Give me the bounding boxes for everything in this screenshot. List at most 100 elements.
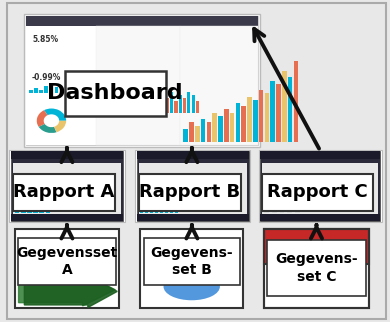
Bar [236, 103, 240, 142]
Bar [262, 163, 378, 214]
Bar [261, 151, 380, 159]
Bar [27, 203, 32, 213]
Text: Rapport A: Rapport A [13, 184, 115, 201]
Bar [195, 126, 200, 142]
Bar [218, 116, 223, 142]
Bar [145, 101, 148, 113]
Bar [265, 93, 269, 142]
Bar [106, 104, 110, 113]
Wedge shape [54, 121, 66, 132]
Bar [241, 106, 246, 142]
Bar [136, 151, 249, 159]
Bar [282, 71, 287, 142]
Bar [165, 204, 168, 213]
Bar [270, 80, 275, 142]
Bar [288, 77, 292, 142]
Bar [264, 229, 369, 308]
Bar [119, 92, 122, 113]
Bar [132, 92, 135, 113]
Text: 5.85%: 5.85% [32, 35, 58, 44]
Bar [183, 129, 188, 142]
Bar [18, 238, 117, 285]
Bar [39, 90, 43, 93]
Bar [150, 205, 153, 213]
Bar [128, 95, 131, 113]
Bar [11, 151, 123, 159]
Bar [136, 214, 249, 221]
Bar [136, 151, 249, 221]
Bar [13, 174, 115, 211]
Bar [280, 208, 284, 213]
Text: Rapport C: Rapport C [267, 184, 368, 201]
Polygon shape [19, 274, 115, 306]
Bar [123, 101, 126, 113]
Bar [96, 26, 179, 145]
Bar [189, 122, 194, 142]
Bar [138, 174, 241, 211]
Text: Gegevensset
A: Gegevensset A [16, 246, 118, 277]
Wedge shape [39, 124, 57, 133]
Bar [272, 208, 277, 213]
Bar [170, 92, 173, 113]
Bar [102, 95, 105, 113]
Bar [26, 26, 96, 145]
Bar [60, 89, 63, 93]
Bar [144, 238, 240, 285]
Text: -0.99%: -0.99% [32, 73, 62, 82]
Bar [140, 208, 143, 213]
Bar [155, 207, 158, 213]
Bar [98, 101, 101, 113]
Bar [175, 205, 178, 213]
Bar [153, 98, 156, 113]
Bar [13, 163, 121, 214]
Bar [253, 100, 258, 142]
Text: Gegevens-
set B: Gegevens- set B [151, 246, 233, 277]
Bar [44, 86, 48, 93]
Bar [174, 101, 177, 113]
Bar [264, 229, 369, 308]
Bar [11, 214, 123, 221]
Bar [276, 84, 281, 142]
Bar [26, 16, 259, 26]
Bar [136, 98, 139, 113]
Bar [26, 16, 259, 145]
Bar [287, 208, 292, 213]
Text: Dashboard: Dashboard [48, 83, 183, 103]
Bar [196, 101, 199, 113]
Bar [111, 90, 114, 113]
Bar [15, 229, 119, 308]
Bar [207, 122, 211, 142]
Text: Rapport B: Rapport B [139, 184, 240, 201]
Bar [268, 240, 366, 296]
Bar [29, 90, 33, 93]
Bar [162, 90, 165, 113]
Bar [9, 150, 124, 222]
Bar [33, 201, 38, 213]
Bar [65, 71, 166, 116]
Bar [261, 151, 380, 221]
Bar [140, 95, 144, 113]
Bar [213, 113, 217, 142]
Bar [170, 207, 173, 213]
Bar [259, 90, 264, 142]
Bar [294, 61, 298, 142]
Bar [230, 113, 234, 142]
Bar [11, 151, 123, 221]
Text: Gegevens-
set C: Gegevens- set C [275, 252, 358, 284]
Bar [187, 92, 190, 113]
Bar [158, 95, 161, 113]
Polygon shape [24, 275, 117, 308]
Bar [160, 205, 163, 213]
Bar [15, 206, 20, 213]
Bar [65, 88, 68, 93]
Bar [264, 229, 369, 264]
Ellipse shape [163, 273, 220, 300]
Bar [179, 26, 259, 145]
Bar [259, 150, 382, 222]
Bar [135, 150, 250, 222]
Wedge shape [37, 110, 48, 127]
Bar [224, 109, 229, 142]
Bar [262, 174, 372, 211]
Bar [24, 14, 261, 147]
Bar [183, 98, 186, 113]
